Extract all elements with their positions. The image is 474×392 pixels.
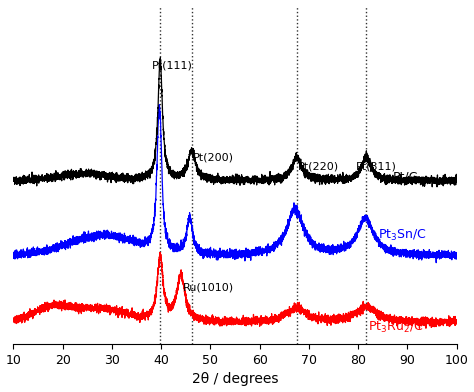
Text: Pt(311): Pt(311)	[356, 161, 396, 171]
X-axis label: 2θ / degrees: 2θ / degrees	[192, 372, 278, 387]
Text: Pt(200): Pt(200)	[193, 152, 234, 163]
Text: Pt$_3$Sn/C: Pt$_3$Sn/C	[378, 228, 427, 243]
Text: Pt(111): Pt(111)	[152, 61, 193, 71]
Text: Pt$_3$Ru$_2$/C: Pt$_3$Ru$_2$/C	[368, 320, 423, 335]
Text: Pt(220): Pt(220)	[298, 161, 338, 171]
Text: Ru(1010): Ru(1010)	[183, 283, 235, 293]
Text: Pt/C: Pt/C	[392, 171, 418, 184]
